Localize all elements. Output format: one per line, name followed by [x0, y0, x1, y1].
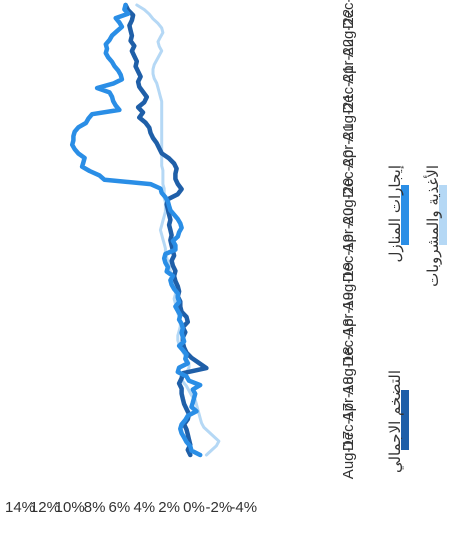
- x-tick-label: Apr-22: [340, 39, 357, 84]
- y-tick-label: 10%: [55, 499, 85, 516]
- legend-swatch: [401, 185, 409, 245]
- x-tick-label: Apr-21: [340, 123, 357, 168]
- y-tick-label: 0%: [183, 499, 205, 516]
- rotated-chart-group: Aug-17Dec-17Apr-18Aug-18Dec-18Apr-19Aug-…: [5, 0, 447, 516]
- y-tick-label: 4%: [133, 499, 155, 516]
- x-tick-label: Dec-21: [340, 65, 357, 113]
- legend-swatch: [401, 390, 409, 450]
- x-tick-label: Aug-17: [340, 431, 357, 479]
- x-tick-label: Dec-18: [340, 318, 357, 366]
- legend-swatch: [439, 185, 447, 245]
- x-tick-label: Aug-21: [340, 93, 357, 141]
- series-line: [69, 2, 203, 458]
- x-tick-label: Dec-20: [340, 150, 357, 198]
- y-tick-label: 14%: [5, 499, 35, 516]
- series-lines: [69, 2, 221, 458]
- legend-label: إيجارات المنازل: [386, 165, 404, 263]
- y-tick-label: 6%: [109, 499, 131, 516]
- x-tick-label: Aug-22: [340, 9, 357, 57]
- x-tick-label: Apr-18: [340, 376, 357, 421]
- x-axis-ticks: Aug-17Dec-17Apr-18Aug-18Dec-18Apr-19Aug-…: [340, 0, 357, 479]
- y-tick-label: 12%: [30, 499, 60, 516]
- y-tick-label: 2%: [158, 499, 180, 516]
- y-tick-label: 8%: [84, 499, 106, 516]
- legend-label: التضخم الاجمالي: [386, 370, 405, 473]
- x-tick-label: Aug-20: [340, 178, 357, 226]
- series-line: [123, 2, 209, 458]
- x-tick-label: Dec-22: [340, 0, 357, 29]
- x-tick-label: Dec-17: [340, 403, 357, 451]
- legend: التضخم الاجمالي إيجارات المنازل الأغذية وا…: [386, 165, 447, 473]
- x-tick-label: Dec-19: [340, 234, 357, 282]
- x-tick-label: Apr-19: [340, 292, 357, 337]
- y-axis-ticks: 14%12%10% 8% 6% 4% 2% 0% -2%-4%: [5, 499, 257, 516]
- y-tick-label: -4%: [230, 499, 257, 516]
- x-tick-label: Apr-20: [340, 207, 357, 252]
- x-tick-label: Aug-19: [340, 262, 357, 310]
- y-tick-label: -2%: [206, 499, 233, 516]
- x-tick-label: Aug-18: [340, 346, 357, 394]
- legend-label: الأغذية والمشروبات: [423, 165, 442, 287]
